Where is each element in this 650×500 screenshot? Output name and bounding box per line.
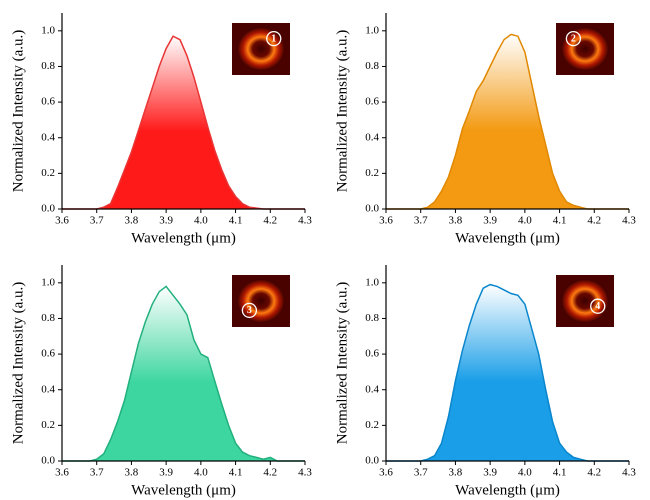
y-tick-label: 0.6 xyxy=(41,348,55,360)
inset-ring xyxy=(237,279,285,323)
y-tick-label: 0.6 xyxy=(365,348,379,360)
y-axis-label: Normalized Intensity (a.u.) xyxy=(334,282,350,444)
x-tick-label: 4.2 xyxy=(263,467,277,479)
y-tick-label: 0.8 xyxy=(365,60,379,72)
x-tick-label: 4.2 xyxy=(263,215,277,227)
x-tick-label: 3.7 xyxy=(90,467,104,479)
y-axis-label: Normalized Intensity (a.u.) xyxy=(10,282,26,444)
x-axis-label: Wavelength (μm) xyxy=(131,482,236,498)
y-tick-label: 0.0 xyxy=(365,203,379,215)
x-tick-label: 3.8 xyxy=(449,215,463,227)
inset-ring xyxy=(561,27,609,71)
x-tick-label: 4.3 xyxy=(298,215,312,227)
y-axis-label: Normalized Intensity (a.u.) xyxy=(10,30,26,192)
x-tick-label: 4.0 xyxy=(518,467,532,479)
area-fill xyxy=(62,286,305,461)
y-tick-label: 0.6 xyxy=(41,96,55,108)
x-tick-label: 4.3 xyxy=(622,215,636,227)
area-fill xyxy=(386,34,629,210)
y-tick-label: 0.4 xyxy=(365,131,379,143)
x-tick-label: 3.6 xyxy=(55,467,69,479)
y-tick-label: 0.0 xyxy=(365,455,379,467)
x-tick-label: 3.6 xyxy=(55,215,69,227)
inset-label: 1 xyxy=(271,33,276,44)
y-tick-label: 0.8 xyxy=(365,312,379,324)
inset-marker xyxy=(266,30,282,47)
x-tick-label: 3.8 xyxy=(449,467,463,479)
x-tick-label: 4.0 xyxy=(518,215,532,227)
x-tick-label: 4.2 xyxy=(587,467,601,479)
y-tick-label: 0.4 xyxy=(41,131,55,143)
inset-ring xyxy=(561,279,609,323)
y-tick-label: 0.2 xyxy=(365,167,379,179)
y-axis-label: Normalized Intensity (a.u.) xyxy=(334,30,350,192)
x-tick-label: 4.1 xyxy=(553,215,567,227)
x-tick-label: 3.6 xyxy=(379,215,393,227)
inset-label: 4 xyxy=(595,301,600,312)
x-tick-label: 4.3 xyxy=(622,467,636,479)
x-tick-label: 4.0 xyxy=(194,467,208,479)
panel: 0.0 0.2 0.4 0.6 0.8 1.0 3.6 3.7 3.8 3.9 4.0 4.1 4.2 4… xyxy=(334,265,636,498)
x-tick-label: 3.7 xyxy=(414,467,428,479)
x-tick-label: 3.8 xyxy=(125,215,139,227)
x-tick-label: 4.1 xyxy=(229,215,243,227)
y-tick-label: 1.0 xyxy=(365,24,379,36)
x-tick-label: 4.2 xyxy=(587,215,601,227)
y-tick-label: 0.2 xyxy=(365,419,379,431)
y-tick-label: 0.8 xyxy=(41,312,55,324)
y-tick-label: 0.4 xyxy=(365,383,379,395)
x-axis-label: Wavelength (μm) xyxy=(131,230,236,246)
inset-label: 3 xyxy=(247,305,252,316)
x-tick-label: 3.8 xyxy=(125,467,139,479)
area-fill xyxy=(386,284,629,461)
x-tick-label: 3.9 xyxy=(159,215,173,227)
y-tick-label: 0.2 xyxy=(41,419,55,431)
y-tick-label: 0.6 xyxy=(365,96,379,108)
x-tick-label: 3.7 xyxy=(90,215,104,227)
x-tick-label: 4.1 xyxy=(553,467,567,479)
x-tick-label: 4.3 xyxy=(298,467,312,479)
y-tick-label: 0.0 xyxy=(41,455,55,467)
x-tick-label: 3.9 xyxy=(159,467,173,479)
area-fill xyxy=(62,36,305,210)
inset-marker xyxy=(565,30,582,47)
x-axis-label: Wavelength (μm) xyxy=(455,230,560,246)
x-tick-label: 3.9 xyxy=(483,215,497,227)
panel: 0.0 0.2 0.4 0.6 0.8 1.0 3.6 3.7 3.8 3.9 4.0 4.1 4.2 4… xyxy=(10,265,312,498)
inset-ring xyxy=(237,27,285,71)
panel: 0.0 0.2 0.4 0.6 0.8 1.0 3.6 3.7 3.8 3.9 4.0 4.1 4.2 4… xyxy=(334,13,636,246)
y-tick-label: 1.0 xyxy=(41,24,55,36)
x-axis-label: Wavelength (μm) xyxy=(455,482,560,498)
y-tick-label: 0.2 xyxy=(41,167,55,179)
y-tick-label: 0.0 xyxy=(41,203,55,215)
y-tick-label: 1.0 xyxy=(41,276,55,288)
y-tick-label: 1.0 xyxy=(365,276,379,288)
inset-label: 2 xyxy=(571,33,576,44)
y-tick-label: 0.8 xyxy=(41,60,55,72)
x-tick-label: 4.1 xyxy=(229,467,243,479)
inset-marker xyxy=(590,298,606,314)
area-line xyxy=(62,285,305,462)
x-tick-label: 3.7 xyxy=(414,215,428,227)
panel: 0.0 0.2 0.4 0.6 0.8 1.0 3.6 3.7 3.8 3.9 4.0 4.1 4.2 4… xyxy=(10,13,312,246)
x-tick-label: 3.9 xyxy=(483,467,497,479)
x-tick-label: 4.0 xyxy=(194,215,208,227)
x-tick-label: 3.6 xyxy=(379,467,393,479)
inset-marker xyxy=(241,302,258,319)
y-tick-label: 0.4 xyxy=(41,383,55,395)
